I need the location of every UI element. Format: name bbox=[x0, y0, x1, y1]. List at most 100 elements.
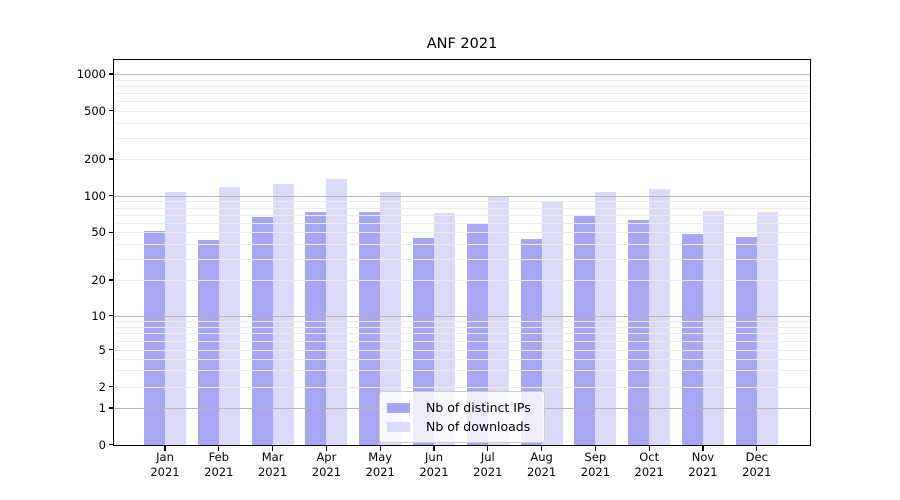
y-tick-label: 2 bbox=[98, 379, 106, 394]
x-tick-mark bbox=[325, 446, 328, 451]
y-tick-label: 20 bbox=[91, 273, 106, 287]
x-tick-month: Apr bbox=[316, 450, 337, 464]
plot-area bbox=[113, 59, 811, 446]
x-tick-mark bbox=[487, 446, 489, 451]
bar-downloads bbox=[218, 187, 240, 445]
x-tick-month: May bbox=[368, 450, 393, 464]
y-tick-label: 5 bbox=[98, 342, 106, 357]
y-tick-label: 10 bbox=[91, 308, 106, 323]
x-tick-year: 2021 bbox=[365, 465, 395, 479]
x-tick-mark bbox=[756, 446, 758, 451]
x-tick-year: 2021 bbox=[742, 465, 772, 479]
bar-downloads bbox=[165, 191, 186, 445]
y-tick-mark bbox=[109, 407, 114, 409]
legend-row-downloads: Nb of downloads bbox=[387, 417, 536, 436]
x-tick-month: Nov bbox=[691, 450, 715, 464]
bar-distinct-ips bbox=[197, 240, 219, 445]
bar-distinct-ips bbox=[574, 215, 596, 445]
legend-row-distinct-ips: Nb of distinct IPs bbox=[387, 398, 536, 417]
x-tick-label: May 2021 bbox=[352, 450, 408, 480]
y-tick-mark bbox=[109, 231, 114, 233]
bars-layer bbox=[114, 60, 810, 445]
y-tick-label: 1000 bbox=[76, 67, 106, 81]
x-tick-year: 2021 bbox=[257, 465, 288, 479]
bar-downloads bbox=[380, 192, 402, 445]
y-tick-label: 50 bbox=[91, 225, 106, 240]
x-tick-year: 2021 bbox=[150, 465, 180, 479]
y-tick-mark bbox=[109, 385, 114, 388]
x-tick-mark bbox=[218, 446, 220, 451]
x-tick-label: Oct 2021 bbox=[621, 450, 677, 480]
x-tick-mark bbox=[379, 446, 381, 451]
y-tick-label: 200 bbox=[84, 152, 106, 166]
x-tick-month: Feb bbox=[208, 450, 229, 464]
x-tick-month: Aug bbox=[530, 450, 553, 464]
x-tick-year: 2021 bbox=[634, 465, 664, 479]
x-tick-mark bbox=[164, 446, 166, 451]
y-tick-label: 0 bbox=[98, 437, 106, 452]
bar-downloads bbox=[649, 188, 671, 445]
chart-title: ANF 2021 bbox=[426, 36, 498, 52]
x-tick-year: 2021 bbox=[473, 465, 503, 479]
x-tick-year: 2021 bbox=[311, 465, 342, 479]
x-tick-month: Jul bbox=[480, 450, 495, 464]
y-tick-label: 1 bbox=[98, 401, 106, 415]
bar-distinct-ips bbox=[305, 211, 327, 445]
x-tick-label: Aug 2021 bbox=[514, 450, 570, 480]
y-tick-mark bbox=[109, 315, 114, 317]
x-tick-year: 2021 bbox=[204, 465, 234, 479]
bar-downloads bbox=[541, 202, 563, 445]
bar-distinct-ips bbox=[144, 231, 165, 445]
x-tick-year: 2021 bbox=[419, 465, 449, 479]
y-tick-label: 100 bbox=[84, 188, 106, 203]
x-tick-mark bbox=[433, 446, 435, 451]
legend-label-downloads: Nb of downloads bbox=[426, 419, 531, 434]
x-tick-label: Sep 2021 bbox=[567, 450, 623, 480]
legend-label-distinct-ips: Nb of distinct IPs bbox=[426, 400, 531, 415]
y-tick-mark bbox=[109, 279, 114, 281]
bar-downloads bbox=[756, 212, 778, 445]
x-tick-month: Sep bbox=[584, 450, 607, 464]
x-tick-mark bbox=[594, 446, 597, 451]
x-tick-label: Feb 2021 bbox=[191, 450, 247, 480]
legend: Nb of distinct IPs Nb of downloads bbox=[379, 391, 545, 443]
bar-distinct-ips bbox=[359, 211, 381, 445]
bar-downloads bbox=[595, 191, 617, 445]
x-tick-mark bbox=[648, 446, 650, 451]
x-tick-mark bbox=[702, 446, 704, 451]
x-tick-label: Dec 2021 bbox=[729, 450, 785, 480]
legend-swatch-distinct-ips bbox=[387, 402, 410, 413]
x-tick-year: 2021 bbox=[688, 465, 718, 479]
x-tick-month: Dec bbox=[745, 450, 768, 464]
bar-downloads bbox=[487, 195, 509, 445]
bar-distinct-ips bbox=[735, 236, 757, 445]
x-tick-month: Oct bbox=[639, 450, 660, 464]
x-tick-label: Mar 2021 bbox=[245, 450, 301, 480]
x-tick-label: Nov 2021 bbox=[675, 450, 731, 480]
bar-downloads bbox=[326, 178, 348, 445]
y-tick-mark bbox=[109, 348, 114, 351]
y-tick-mark bbox=[109, 73, 114, 75]
x-tick-label: Jan 2021 bbox=[137, 450, 193, 480]
x-tick-month: Jun bbox=[425, 450, 443, 464]
bar-downloads bbox=[703, 210, 724, 445]
y-tick-mark bbox=[109, 158, 114, 160]
x-tick-label: Jul 2021 bbox=[460, 450, 516, 480]
x-tick-month: Jan bbox=[156, 450, 174, 464]
legend-swatch-downloads bbox=[387, 421, 410, 432]
y-tick-mark bbox=[109, 195, 114, 197]
y-tick-mark bbox=[109, 110, 114, 112]
bar-distinct-ips bbox=[251, 216, 273, 445]
x-tick-mark bbox=[271, 446, 274, 451]
bar-downloads bbox=[272, 183, 294, 445]
y-tick-mark bbox=[109, 444, 114, 446]
bar-distinct-ips bbox=[628, 220, 650, 445]
x-tick-year: 2021 bbox=[580, 465, 611, 479]
x-tick-label: Apr 2021 bbox=[298, 450, 354, 480]
x-tick-label: Jun 2021 bbox=[406, 450, 462, 480]
y-tick-label: 500 bbox=[84, 103, 106, 118]
x-tick-year: 2021 bbox=[526, 465, 557, 479]
bar-distinct-ips bbox=[682, 234, 703, 445]
x-tick-mark bbox=[540, 446, 543, 451]
